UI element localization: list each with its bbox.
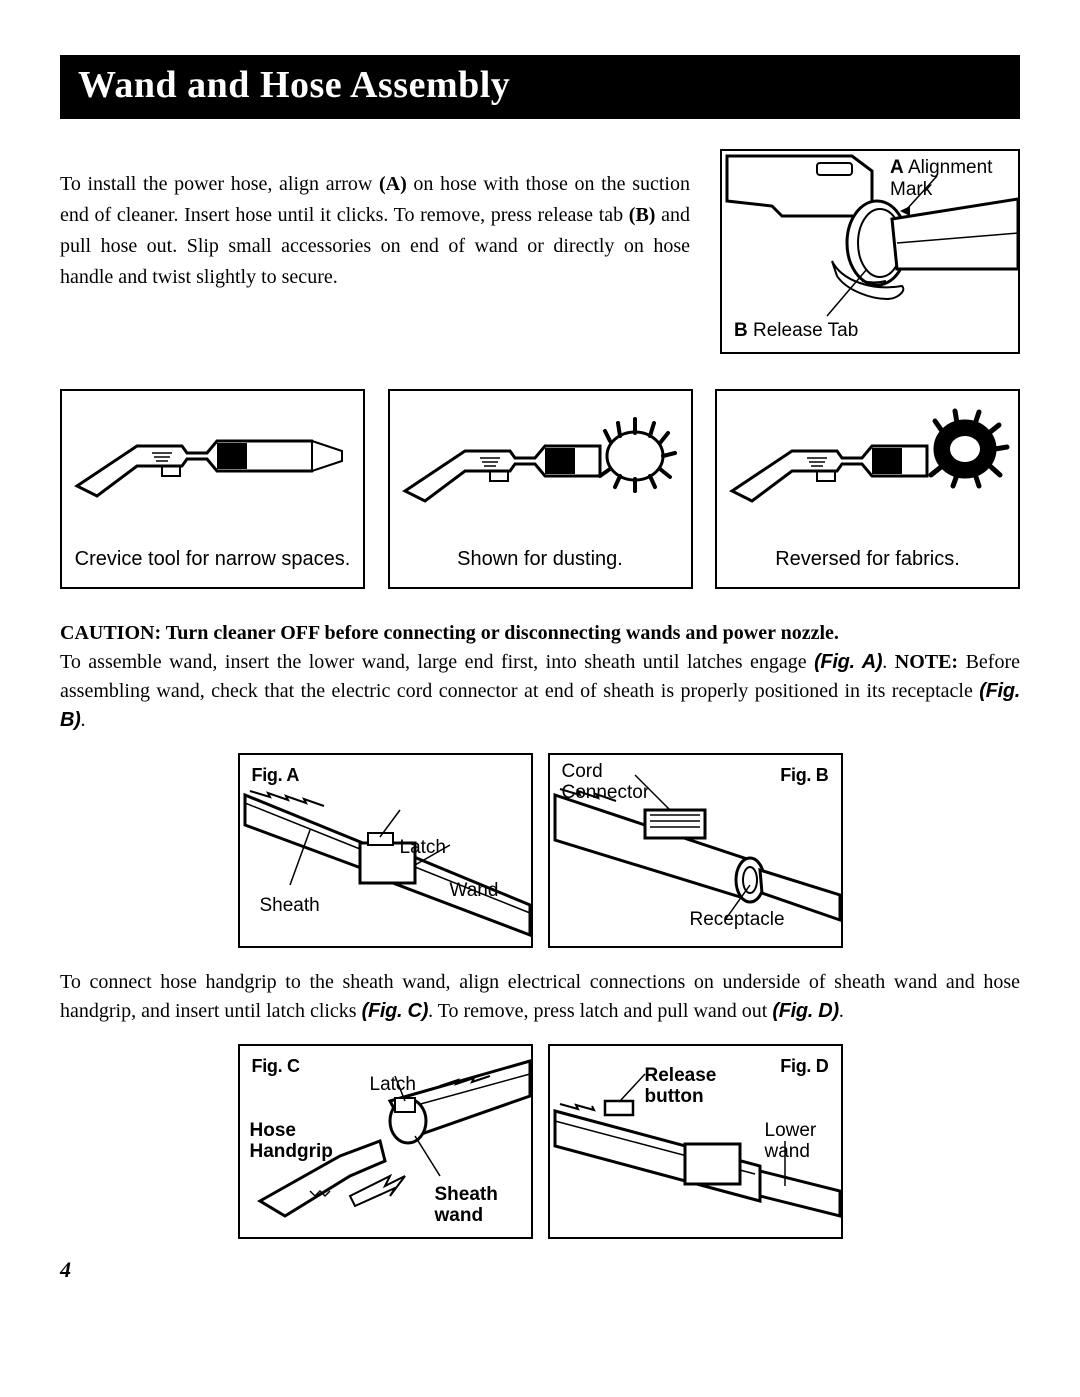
label-b: B Release Tab xyxy=(734,320,858,342)
mid-end: . xyxy=(839,1000,844,1022)
fig-c-hose: Hose Handgrip xyxy=(250,1121,335,1163)
caution-line: CAUTION: Turn cleaner OFF before connect… xyxy=(60,619,1020,648)
p2-end: . xyxy=(81,709,86,731)
fig-a-box: Fig. A Latch Wand Sheath xyxy=(238,753,533,948)
crevice-svg xyxy=(62,391,363,521)
fig-b-title: Fig. B xyxy=(780,765,828,786)
fig-c-box: Fig. C Latch Hose Handgrip Sheath wand xyxy=(238,1044,533,1239)
fabrics-caption: Reversed for fabrics. xyxy=(717,547,1018,572)
dusting-caption: Shown for dusting. xyxy=(390,547,691,572)
fig-d-box: Fig. D Release button Lower wand xyxy=(548,1044,843,1239)
fig-row-ab: Fig. A Latch Wand Sheath F xyxy=(60,753,1020,948)
mid-mid: . To remove, press latch and pull wand o… xyxy=(428,1000,772,1022)
fig-a-ref: (Fig. A) xyxy=(814,651,882,673)
fig-c-title: Fig. C xyxy=(252,1056,300,1077)
crevice-caption: Crevice tool for narrow spaces. xyxy=(62,547,363,572)
fig-c-latch: Latch xyxy=(370,1074,416,1096)
page-title: Wand and Hose Assembly xyxy=(60,55,1020,119)
tool-crevice: Crevice tool for narrow spaces. xyxy=(60,389,365,589)
intro-bold-b: (B) xyxy=(629,204,656,226)
top-figure: A Alignment Mark B Release Tab xyxy=(720,149,1020,354)
p2-pre: To assemble wand, insert the lower wand,… xyxy=(60,651,814,673)
tool-fabrics: Reversed for fabrics. xyxy=(715,389,1020,589)
intro-text: To install the power hose, align arrow (… xyxy=(60,169,690,354)
fig-d-ref: (Fig. D) xyxy=(772,1000,838,1022)
intro-bold-a: (A) xyxy=(379,173,407,195)
label-a: A Alignment Mark xyxy=(890,157,1010,201)
tool-dusting: Shown for dusting. xyxy=(388,389,693,589)
fig-a-latch: Latch xyxy=(400,837,446,859)
p2-mid: . xyxy=(882,651,894,673)
dusting-svg xyxy=(390,391,691,521)
tool-row: Crevice tool for narrow spaces. Shown fo… xyxy=(60,389,1020,589)
fig-d-title: Fig. D xyxy=(780,1056,828,1077)
label-b-bold: B xyxy=(734,320,748,341)
fig-c-sheath: Sheath wand xyxy=(435,1185,505,1227)
intro-row: To install the power hose, align arrow (… xyxy=(60,169,1020,354)
caution-block: CAUTION: Turn cleaner OFF before connect… xyxy=(60,619,1020,735)
fig-a-wand: Wand xyxy=(450,880,499,902)
page: Wand and Hose Assembly To install the po… xyxy=(0,0,1080,1323)
fig-a-title: Fig. A xyxy=(252,765,300,786)
page-number: 4 xyxy=(60,1257,1020,1283)
fig-b-receptacle: Receptacle xyxy=(690,909,785,931)
label-a-bold: A xyxy=(890,157,904,178)
fabrics-svg xyxy=(717,391,1018,521)
note-bold: NOTE: xyxy=(895,651,958,673)
label-a-text: Alignment Mark xyxy=(890,157,992,200)
label-b-text: Release Tab xyxy=(748,320,859,341)
fig-b-box: Fig. B Cord Connector Receptacle xyxy=(548,753,843,948)
fig-d-release: Release button xyxy=(645,1066,725,1108)
mid-text: To connect hose handgrip to the sheath w… xyxy=(60,968,1020,1026)
fig-b-cord: Cord Connector xyxy=(562,762,657,804)
fig-a-sheath: Sheath xyxy=(260,895,320,917)
fig-d-lower: Lower wand xyxy=(765,1121,825,1163)
fig-c-ref: (Fig. C) xyxy=(362,1000,428,1022)
fig-row-cd: Fig. C Latch Hose Handgrip Sheath wand xyxy=(60,1044,1020,1239)
intro-pre: To install the power hose, align arrow xyxy=(60,173,379,195)
